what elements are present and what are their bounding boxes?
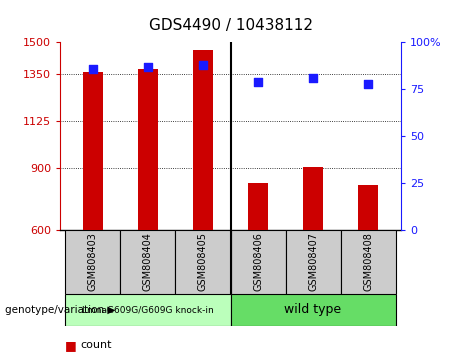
Text: GSM808408: GSM808408 [363, 233, 373, 291]
FancyBboxPatch shape [120, 230, 176, 294]
Text: GSM808405: GSM808405 [198, 233, 208, 291]
Text: GDS4490 / 10438112: GDS4490 / 10438112 [148, 18, 313, 33]
Point [309, 75, 317, 81]
Point [199, 62, 207, 68]
Text: LmnaG609G/G609G knock-in: LmnaG609G/G609G knock-in [82, 305, 214, 314]
FancyBboxPatch shape [341, 230, 396, 294]
Bar [303, 167, 323, 230]
Bar [138, 69, 158, 230]
Text: count: count [81, 340, 112, 350]
Point [364, 81, 372, 87]
Text: GSM808404: GSM808404 [143, 233, 153, 291]
FancyBboxPatch shape [176, 230, 230, 294]
FancyBboxPatch shape [230, 294, 396, 326]
Bar [83, 72, 103, 230]
Bar [193, 50, 213, 230]
Text: GSM808406: GSM808406 [253, 233, 263, 291]
FancyBboxPatch shape [285, 230, 341, 294]
Text: GSM808403: GSM808403 [88, 233, 98, 291]
Text: ■: ■ [65, 339, 76, 352]
Bar [248, 183, 268, 230]
FancyBboxPatch shape [65, 230, 120, 294]
FancyBboxPatch shape [65, 294, 230, 326]
Text: GSM808407: GSM808407 [308, 233, 318, 291]
Text: wild type: wild type [284, 303, 342, 316]
Bar [359, 185, 378, 230]
Point [89, 66, 97, 72]
Text: genotype/variation ▶: genotype/variation ▶ [5, 305, 115, 315]
FancyBboxPatch shape [230, 230, 285, 294]
Point [144, 64, 152, 70]
Point [254, 79, 262, 85]
